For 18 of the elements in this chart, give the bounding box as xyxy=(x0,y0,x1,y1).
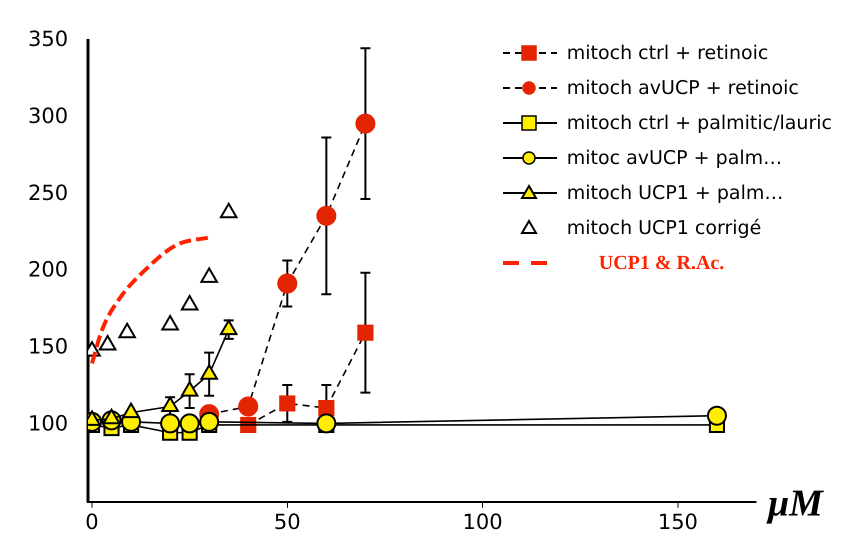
x-tick-label: 100 xyxy=(462,510,503,534)
x-axis-title: μM xyxy=(766,482,824,525)
legend-label: mitoc avUCP + palm… xyxy=(566,147,782,169)
y-tick-label: 200 xyxy=(28,258,68,282)
legend-label: mitoch ctrl + palmitic/lauric xyxy=(566,112,832,134)
y-tick-label: 100 xyxy=(28,411,68,436)
y-tick-label: 150 xyxy=(28,334,68,359)
y-tick-label: 350 xyxy=(28,27,68,52)
legend-label: mitoch ctrl + retinoic xyxy=(566,42,768,64)
y-tick-label: 300 xyxy=(28,104,68,128)
legend-label: mitoch UCP1 + palm… xyxy=(566,182,784,204)
x-tick-label: 150 xyxy=(658,510,698,534)
x-tick-label: 0 xyxy=(85,510,99,534)
legend-label: mitoch avUCP + retinoic xyxy=(566,77,799,99)
y-tick-label: 250 xyxy=(28,180,68,205)
legend-label: UCP1 & R.Ac. xyxy=(598,252,724,274)
x-tick-label: 50 xyxy=(274,510,301,534)
legend-label: mitoch UCP1 corrigé xyxy=(566,217,762,239)
